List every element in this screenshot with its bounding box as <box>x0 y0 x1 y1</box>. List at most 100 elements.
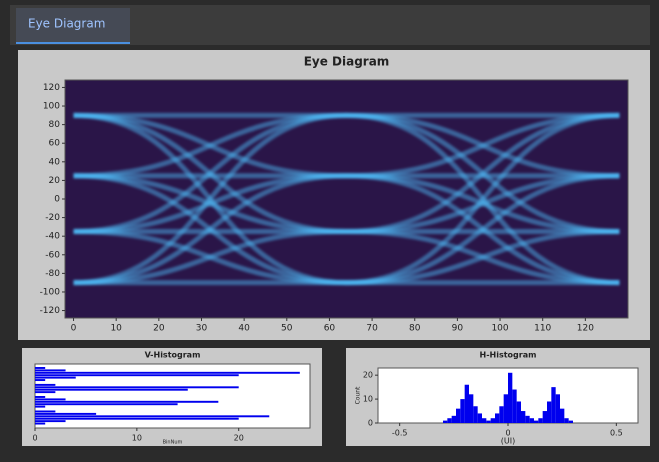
x-tick-label: 10 <box>132 434 142 443</box>
x-tick-label: 20 <box>153 324 165 334</box>
bar <box>547 401 552 423</box>
y-tick-label: -60 <box>45 250 60 260</box>
chart-title: V-Histogram <box>145 351 201 360</box>
bar <box>551 387 556 423</box>
x-tick-label: 90 <box>452 324 464 334</box>
bar <box>482 418 487 423</box>
bar <box>451 415 456 423</box>
y-tick-label: 120 <box>43 83 60 93</box>
bar <box>490 418 495 423</box>
x-tick-label: 100 <box>491 324 508 334</box>
x-tick-label: 40 <box>238 324 250 334</box>
bar <box>464 384 469 423</box>
bar <box>477 413 482 423</box>
x-axis-label: (UI) <box>501 437 515 446</box>
bar <box>35 412 97 415</box>
bar <box>35 388 188 391</box>
tab-underline <box>16 42 130 44</box>
traces <box>73 112 620 286</box>
x-tick-label: 120 <box>577 324 594 334</box>
bar <box>495 413 500 423</box>
bar <box>35 367 46 369</box>
x-tick-label: 50 <box>281 324 293 334</box>
bar <box>35 417 239 420</box>
plot-area <box>64 79 629 319</box>
y-tick-label: 80 <box>49 120 61 130</box>
y-tick-label: -20 <box>45 213 60 223</box>
bar <box>35 420 66 423</box>
y-axis-label: Count <box>355 386 362 404</box>
y-tick-label: -100 <box>40 287 61 297</box>
bar <box>35 405 46 408</box>
bar <box>35 422 46 425</box>
y-tick-label: 10 <box>363 395 373 404</box>
bar <box>538 418 543 423</box>
bar <box>560 408 565 423</box>
bar <box>35 396 46 398</box>
bar <box>443 420 448 423</box>
y-tick-label: -40 <box>45 232 60 242</box>
bar <box>516 401 521 423</box>
trace <box>73 229 620 286</box>
bar <box>521 411 526 423</box>
x-tick-label: 110 <box>534 324 551 334</box>
bar <box>486 420 491 423</box>
bar <box>35 369 66 372</box>
bar <box>35 386 239 389</box>
y-tick-label: 20 <box>49 176 61 186</box>
x-tick-label: 80 <box>409 324 421 334</box>
x-tick-label: 20 <box>234 434 244 443</box>
y-tick-label: 60 <box>49 139 61 149</box>
y-tick-label: 20 <box>363 371 373 380</box>
bar <box>35 391 56 394</box>
bar <box>508 372 513 423</box>
bar <box>512 389 517 423</box>
x-tick-label: 60 <box>324 324 336 334</box>
x-axis-label: BinNum <box>163 440 183 446</box>
bar <box>542 411 547 423</box>
bar <box>460 399 465 423</box>
y-tick-label: 100 <box>43 102 60 112</box>
bar <box>529 418 534 423</box>
tab[interactable] <box>16 8 130 44</box>
x-tick-label: 0.5 <box>610 429 623 438</box>
bar <box>473 406 478 423</box>
bar <box>35 415 270 418</box>
bar <box>447 418 452 423</box>
y-tick-label: -80 <box>45 269 60 279</box>
bar <box>499 406 504 423</box>
x-tick-label: 0 <box>505 429 510 438</box>
x-tick-label: 70 <box>366 324 378 334</box>
bar <box>555 394 560 423</box>
bar <box>35 371 300 374</box>
x-tick-label: -0.5 <box>392 429 408 438</box>
bar <box>35 383 56 386</box>
y-tick-label: 40 <box>49 157 61 167</box>
bar <box>35 403 178 406</box>
bar <box>534 420 539 423</box>
y-tick-label: -120 <box>40 306 61 316</box>
bar <box>525 415 530 423</box>
trace <box>73 112 620 286</box>
bar <box>35 410 56 413</box>
bar <box>35 400 219 403</box>
x-tick-label: 30 <box>196 324 208 334</box>
bar <box>35 374 239 377</box>
bar <box>456 408 461 423</box>
bar <box>469 394 474 423</box>
bar <box>568 420 573 423</box>
tab-label[interactable]: Eye Diagram <box>28 17 105 31</box>
chart-title: Eye Diagram <box>304 55 390 69</box>
bar <box>35 376 76 379</box>
bar <box>35 379 46 382</box>
x-tick-label: 0 <box>71 324 77 334</box>
bar <box>564 418 569 423</box>
x-tick-label: 10 <box>110 324 122 334</box>
bar <box>35 398 66 401</box>
y-tick-label: 0 <box>54 195 60 205</box>
x-tick-label: 0 <box>32 434 37 443</box>
y-tick-label: 0 <box>368 419 373 428</box>
trace <box>73 173 620 286</box>
chart-title: H-Histogram <box>480 351 537 360</box>
